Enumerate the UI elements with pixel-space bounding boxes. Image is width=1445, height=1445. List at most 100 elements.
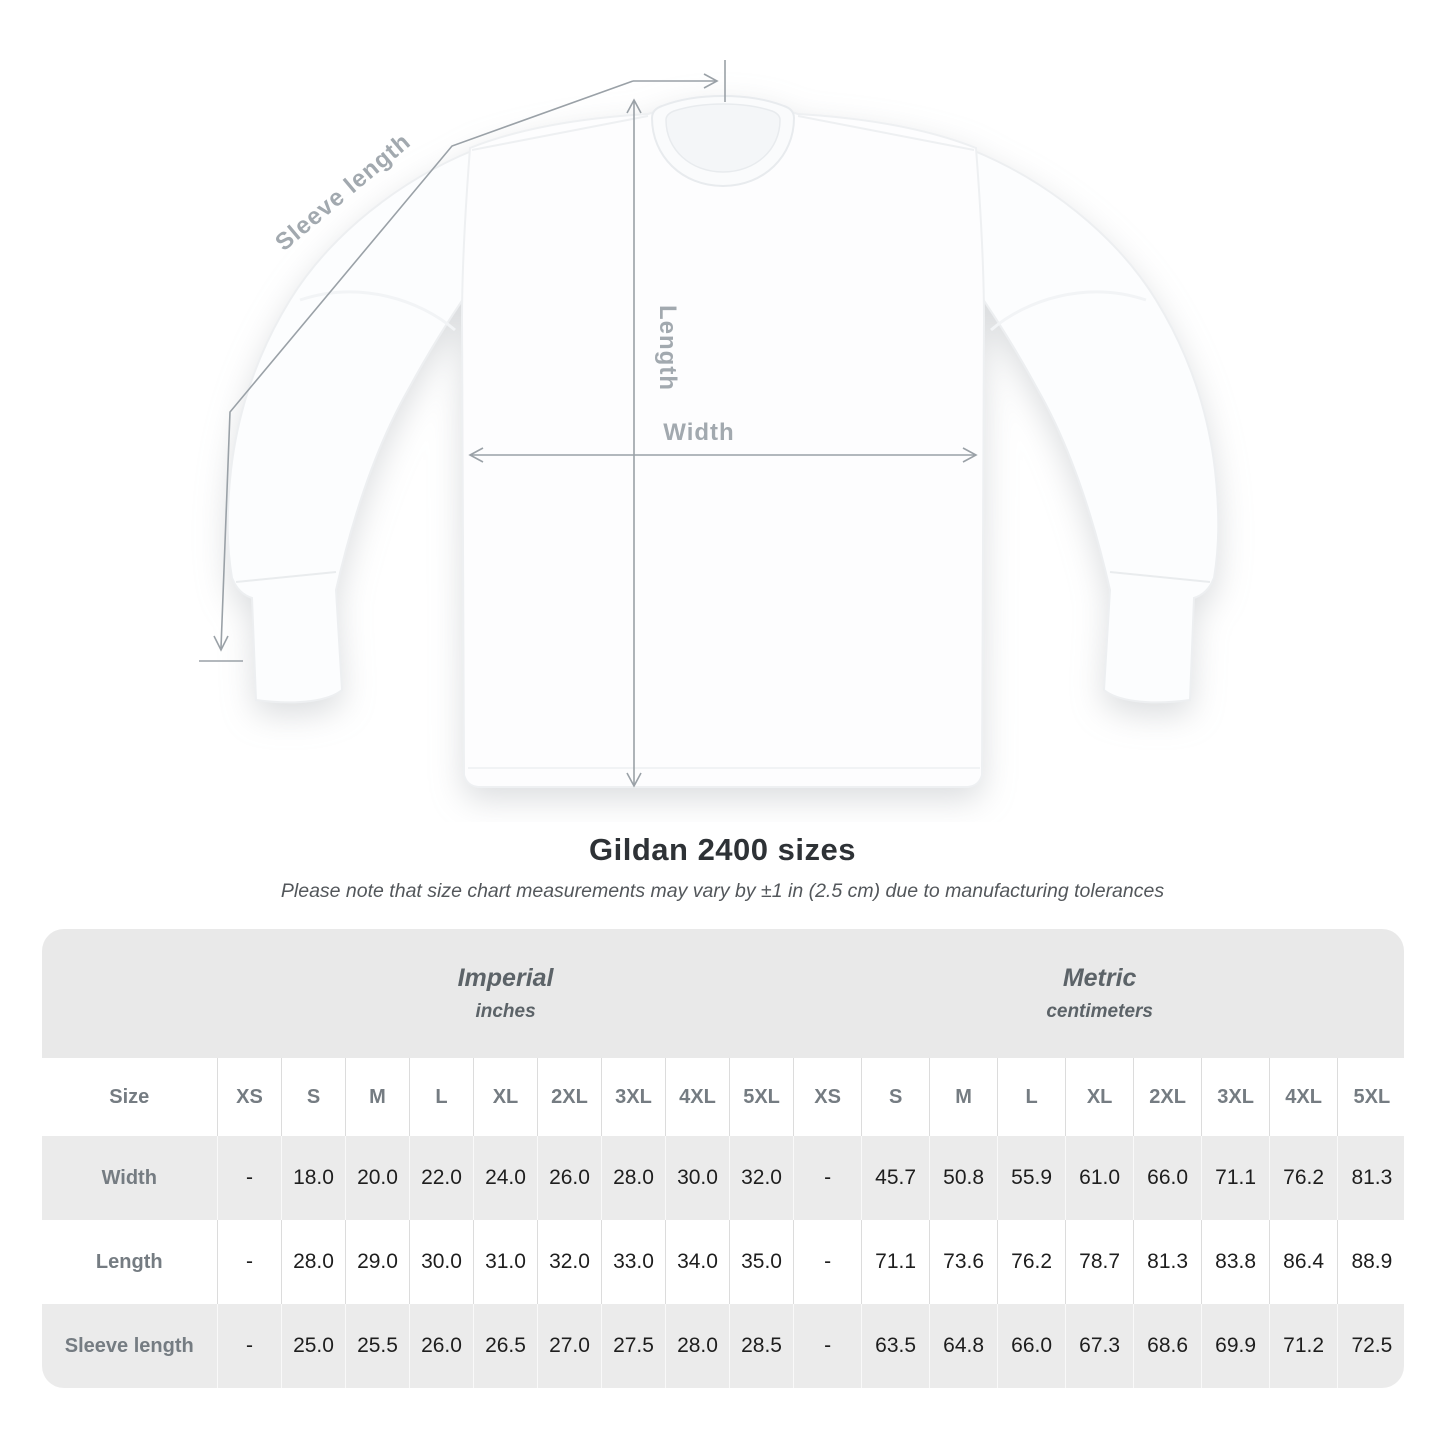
cell: 26.0 <box>409 1304 474 1388</box>
cell: 73.6 <box>929 1220 999 1304</box>
cell: 76.2 <box>997 1220 1067 1304</box>
right-cuff-seam <box>1109 571 1211 583</box>
cell: 24.0 <box>473 1136 538 1220</box>
table-row-sleeve-length: Sleeve length - 25.0 25.5 26.0 26.5 27.0… <box>41 1304 1404 1388</box>
cell: 50.8 <box>929 1136 999 1220</box>
sleeve-length-down-arrow-icon <box>213 635 229 652</box>
size-col-header: L <box>409 1058 474 1136</box>
size-col-header: XL <box>1065 1058 1135 1136</box>
width-label: Width <box>663 419 734 446</box>
imperial-header: Imperial inches <box>217 929 794 1058</box>
shirt-right-sleeve <box>970 148 1220 704</box>
row-label: Sleeve length <box>41 1304 218 1388</box>
unit-band-row: Imperial inches Metric centimeters <box>41 929 1404 1058</box>
cell: 78.7 <box>1065 1220 1135 1304</box>
cell: 27.0 <box>537 1304 602 1388</box>
cell: 76.2 <box>1269 1136 1339 1220</box>
cell: 88.9 <box>1337 1220 1404 1304</box>
cell: 35.0 <box>729 1220 795 1304</box>
size-header-label: Size <box>41 1058 218 1136</box>
size-col-header: 3XL <box>601 1058 666 1136</box>
cell: 25.0 <box>281 1304 346 1388</box>
size-col-header: 5XL <box>729 1058 795 1136</box>
size-col-header: 4XL <box>1269 1058 1339 1136</box>
size-col-header: M <box>929 1058 999 1136</box>
cell: 72.5 <box>1337 1304 1404 1388</box>
left-shoulder-seam <box>471 115 649 151</box>
table-row-width: Width - 18.0 20.0 22.0 24.0 26.0 28.0 30… <box>41 1136 1404 1220</box>
size-col-header: XS <box>793 1058 863 1136</box>
cell: 71.2 <box>1269 1304 1339 1388</box>
cell: 34.0 <box>665 1220 730 1304</box>
right-shoulder-seam <box>797 115 975 151</box>
cell: - <box>793 1136 863 1220</box>
size-col-header: M <box>345 1058 410 1136</box>
cell: 86.4 <box>1269 1220 1339 1304</box>
imperial-title: Imperial <box>457 964 554 992</box>
shirt-left-sleeve <box>226 148 476 704</box>
cell: - <box>793 1304 863 1388</box>
length-label: Length <box>654 305 681 391</box>
cell: 26.0 <box>537 1136 602 1220</box>
cell: 28.0 <box>665 1304 730 1388</box>
cell: 68.6 <box>1133 1304 1203 1388</box>
size-col-header: S <box>861 1058 931 1136</box>
cell: 30.0 <box>409 1220 474 1304</box>
cell: 26.5 <box>473 1304 538 1388</box>
cell: 64.8 <box>929 1304 999 1388</box>
size-col-header: 4XL <box>665 1058 730 1136</box>
metric-header: Metric centimeters <box>793 929 1404 1058</box>
length-down-arrow-icon <box>626 772 642 788</box>
cell: 83.8 <box>1201 1220 1271 1304</box>
unit-band-corner <box>41 929 218 1058</box>
cell: 33.0 <box>601 1220 666 1304</box>
cell: 22.0 <box>409 1136 474 1220</box>
long-sleeve-shirt-illustration <box>226 94 1220 788</box>
cell: 45.7 <box>861 1136 931 1220</box>
cell: 27.5 <box>601 1304 666 1388</box>
cell: - <box>217 1304 282 1388</box>
size-col-header: 2XL <box>537 1058 602 1136</box>
table-row-length: Length - 28.0 29.0 30.0 31.0 32.0 33.0 3… <box>41 1220 1404 1304</box>
width-left-arrow-icon <box>468 447 484 463</box>
shirt-diagram-svg: Sleeve length Length Width <box>199 60 1220 788</box>
cell: 55.9 <box>997 1136 1067 1220</box>
cell: 69.9 <box>1201 1304 1271 1388</box>
size-table-container: Imperial inches Metric centimeters Size … <box>41 929 1404 1388</box>
cell: 67.3 <box>1065 1304 1135 1388</box>
size-col-header: S <box>281 1058 346 1136</box>
cell: 81.3 <box>1337 1136 1404 1220</box>
cell: 29.0 <box>345 1220 410 1304</box>
cell: 71.1 <box>861 1220 931 1304</box>
shirt-measurement-diagram: Sleeve length Length Width <box>199 60 1220 788</box>
cell: 28.5 <box>729 1304 795 1388</box>
cell: 66.0 <box>997 1304 1067 1388</box>
cell: - <box>217 1136 282 1220</box>
shirt-collar-opening <box>665 103 781 173</box>
size-col-header: 3XL <box>1201 1058 1271 1136</box>
cell: 30.0 <box>665 1136 730 1220</box>
cell: 32.0 <box>537 1220 602 1304</box>
size-col-header: XL <box>473 1058 538 1136</box>
width-right-arrow-icon <box>962 447 978 463</box>
cell: 28.0 <box>281 1220 346 1304</box>
cell: 25.5 <box>345 1304 410 1388</box>
sleeve-length-right-arrow-icon <box>703 73 719 89</box>
cell: 81.3 <box>1133 1220 1203 1304</box>
left-cuff-seam <box>235 571 337 583</box>
cell: 32.0 <box>729 1136 795 1220</box>
cell: - <box>793 1220 863 1304</box>
size-col-header: XS <box>217 1058 282 1136</box>
cell: 61.0 <box>1065 1136 1135 1220</box>
size-header-row: Size XS S M L XL 2XL 3XL 4XL 5XL XS S M … <box>41 1058 1404 1136</box>
right-sleeve-fold <box>990 290 1147 332</box>
cell: 71.1 <box>1201 1136 1271 1220</box>
metric-title: Metric <box>1062 964 1137 992</box>
cell: 31.0 <box>473 1220 538 1304</box>
cell: - <box>217 1220 282 1304</box>
cell: 66.0 <box>1133 1136 1203 1220</box>
width-measure: Width <box>468 419 978 463</box>
imperial-unit: inches <box>475 1001 536 1022</box>
cell: 20.0 <box>345 1136 410 1220</box>
cell: 63.5 <box>861 1304 931 1388</box>
